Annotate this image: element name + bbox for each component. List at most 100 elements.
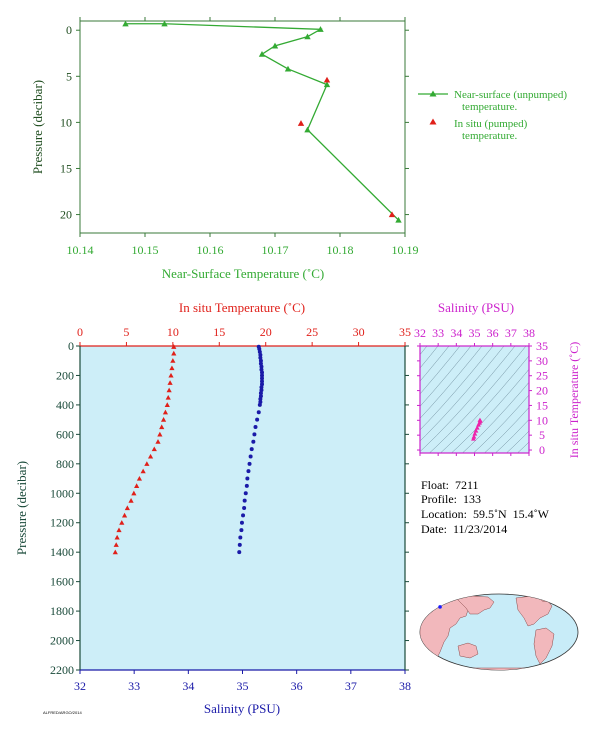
in-situ-temperature-point [128,498,134,503]
temperature-tick-label: 20 [260,325,272,339]
world-map [419,593,579,671]
salinity-tick-label: 35 [237,679,249,693]
density-contour [495,419,529,453]
salinity-point [258,358,263,363]
near-surface-y-axis-label: Pressure (decibar) [30,80,45,174]
profile-number: Profile: 133 [421,492,481,506]
salinity-tick-label: 34 [182,679,194,693]
in-situ-temperature-point [168,372,174,378]
float-location: Location: 59.5˚N 15.4˚W [421,507,550,521]
salinity-point [258,352,263,357]
salinity-point [260,376,264,381]
in-situ-temperature-point [170,358,176,363]
y-tick-label: 400 [56,398,74,412]
ts-salinity-tick-label: 37 [505,326,517,340]
near-surface-plot-frame [79,20,406,234]
x-tick-label: 10.14 [67,243,94,257]
temperature-tick-label: 15 [213,325,225,339]
legend-label-unpumped-line1: Near-surface (unpumped) [454,89,567,101]
land-australia [457,642,479,659]
ts-salinity-tick-label: 34 [450,326,462,340]
x-tick-label: 10.18 [327,243,354,257]
ts-temperature-tick-label: 0 [539,443,545,457]
salinity-point [259,364,264,369]
near-surface-legend: Near-surface (unpumped) temperature. In … [418,89,567,142]
temperature-tick-label: 10 [167,325,179,339]
salinity-point [246,469,251,474]
salinity-point [241,513,246,518]
float-id: Float: 7211 [421,478,479,492]
salinity-tick-label: 36 [291,679,303,693]
salinity-tick-label: 33 [128,679,140,693]
in-situ-temperature-point [134,483,140,488]
in-situ-temperature-point [166,387,172,393]
salinity-point [260,379,264,384]
temperature-tick-label: 25 [306,325,318,339]
y-tick-label: 15 [60,161,72,175]
temperature-tick-label: 30 [353,325,365,339]
x-tick-label: 10.15 [132,243,159,257]
in-situ-temperature-point [167,380,173,385]
in-situ-temperature-point [165,394,171,400]
salinity-point [238,535,243,540]
unpumped-temperature-point [395,216,402,223]
in-situ-temperature-point [164,402,170,407]
unpumped-temperature-point [317,26,324,32]
salinity-point [253,425,258,429]
density-contour [462,381,529,453]
salinity-tick-label: 38 [399,679,411,693]
near-surface-series [122,20,402,223]
salinity-point [237,550,242,555]
in-situ-temperature-point [160,417,167,422]
unpumped-temperature-point [304,33,311,40]
in-situ-temperature-point [171,350,177,356]
near-surface-x-ticks: 10.14 10.15 10.16 10.17 10.18 10.19 [67,17,419,257]
profile-salinity-axis-label: Salinity (PSU) [204,701,280,716]
ts-salinity-ticks: 32 33 34 35 36 37 38 [414,326,535,456]
temperature-tick-label: 5 [123,325,129,339]
in-situ-temperature-point [116,527,122,533]
density-contour [420,346,516,452]
y-tick-label: 5 [66,69,72,83]
ts-point [471,436,476,441]
in-situ-temperature-point [169,365,175,371]
in-situ-temperature-point [151,446,157,452]
density-contour [420,346,472,407]
land-south-america [533,627,555,665]
y-tick-label: 20 [60,208,72,222]
salinity-point [257,402,262,407]
x-tick-label: 10.19 [392,243,419,257]
in-situ-temperature-point [155,439,161,444]
in-situ-temperature-point [171,344,177,349]
pumped-temperature-point [297,120,305,126]
in-situ-temperature-point [159,424,165,430]
salinity-point [247,461,252,466]
land-asia-east [455,595,495,615]
salinity-point [249,447,254,452]
y-tick-label: 1200 [50,516,74,530]
salinity-point [260,373,264,378]
ts-salinity-tick-label: 32 [414,326,426,340]
unpumped-temperature-point [258,50,266,57]
density-contour [517,441,529,453]
profile-y-axis-label: Pressure (decibar) [14,461,29,555]
land-greenland [539,594,557,603]
salinity-point [244,483,249,488]
density-contour [420,346,461,395]
temperature-tick-label: 35 [399,325,411,339]
x-tick-label: 10.16 [197,243,224,257]
salinity-point [242,506,247,510]
profile-salinity-ticks: 32 33 34 35 36 37 38 [74,670,411,693]
salinity-point [252,432,257,437]
in-situ-temperature-point [157,431,163,437]
salinity-point [245,476,250,481]
in-situ-temperature-point [124,505,130,511]
density-contour [420,346,450,382]
unpumped-temperature-point [304,126,311,133]
unpumped-temperature-point [161,20,168,27]
salinity-point [256,410,261,415]
legend-label-pumped-line1: In situ (pumped) [454,118,528,130]
unpumped-temperature-point [271,42,279,49]
